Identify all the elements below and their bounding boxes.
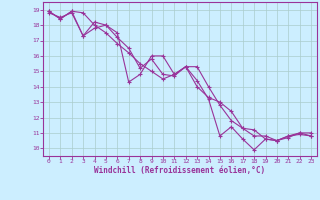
- X-axis label: Windchill (Refroidissement éolien,°C): Windchill (Refroidissement éolien,°C): [94, 166, 266, 175]
